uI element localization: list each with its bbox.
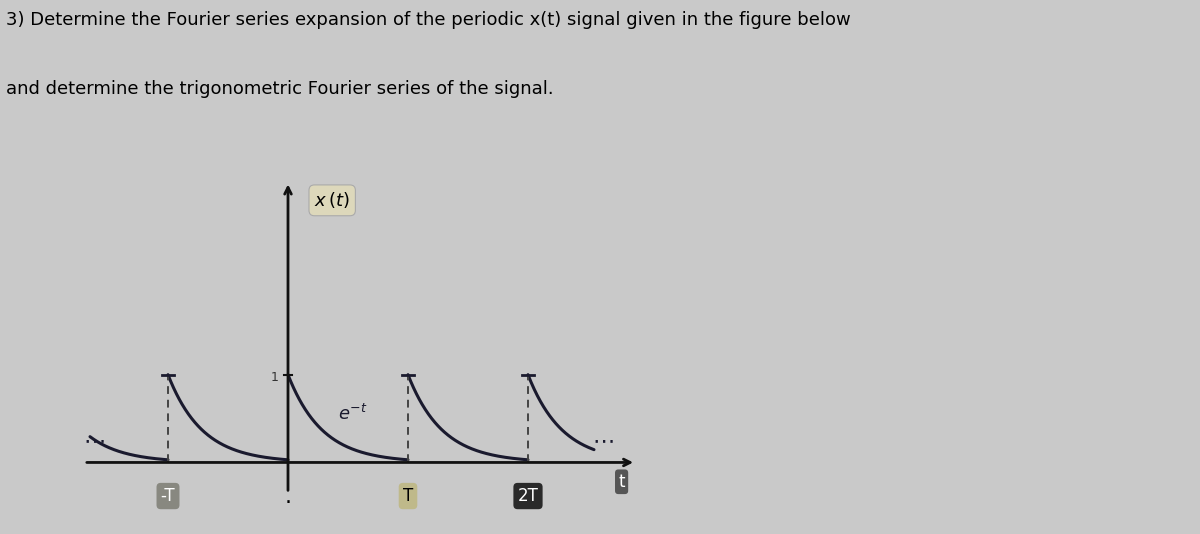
Text: $e^{-t}$: $e^{-t}$ — [338, 404, 368, 424]
Text: 2T: 2T — [517, 487, 539, 505]
Text: 3) Determine the Fourier series expansion of the periodic x(t) signal given in t: 3) Determine the Fourier series expansio… — [6, 11, 851, 29]
Text: .: . — [284, 487, 292, 507]
Text: T: T — [403, 487, 413, 505]
Text: and determine the trigonometric Fourier series of the signal.: and determine the trigonometric Fourier … — [6, 80, 553, 98]
Text: $x\,(t)$: $x\,(t)$ — [314, 190, 350, 210]
Text: $\cdots$: $\cdots$ — [83, 430, 104, 451]
Text: -T: -T — [161, 487, 175, 505]
Text: t: t — [618, 473, 625, 491]
Text: $\cdots$: $\cdots$ — [592, 430, 613, 451]
Text: 1: 1 — [270, 371, 278, 384]
